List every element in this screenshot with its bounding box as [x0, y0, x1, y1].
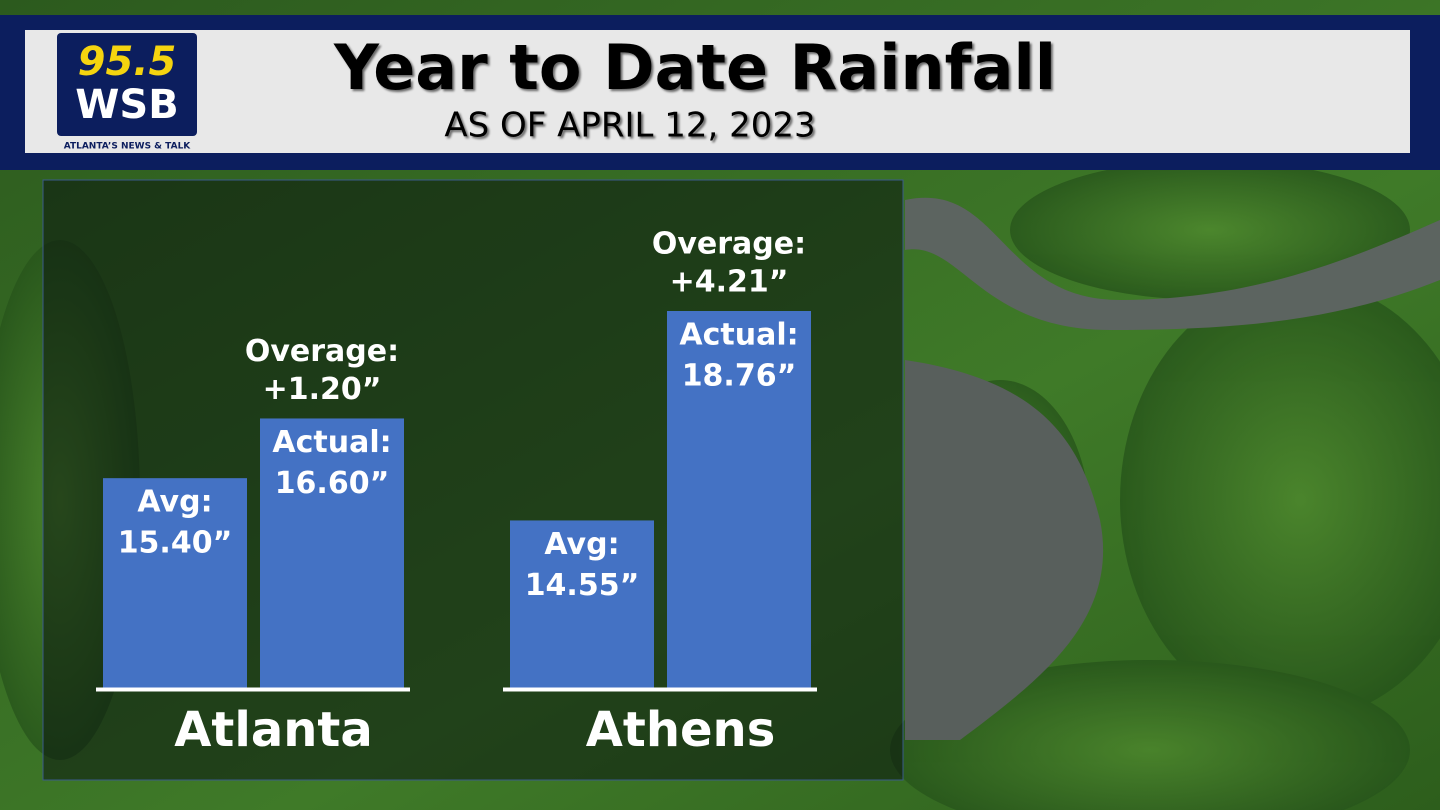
bar: [260, 418, 404, 688]
overage-label: Overage:: [245, 334, 399, 369]
river: [905, 360, 1104, 740]
bar-series-label: Actual:: [679, 318, 798, 353]
bar: [103, 478, 247, 688]
river: [905, 197, 1440, 330]
overage-value: +4.21”: [670, 265, 789, 300]
logo-box: [57, 33, 197, 136]
overage-label: Overage:: [652, 227, 806, 262]
bar-value-label: 18.76”: [682, 359, 797, 394]
bar-series-label: Avg:: [137, 485, 212, 520]
logo-frequency: 95.5: [78, 39, 177, 85]
bar-value-label: 14.55”: [525, 568, 640, 603]
bar-series-label: Avg:: [544, 527, 619, 562]
logo-tagline: ATLANTA’S NEWS & TALK: [64, 142, 192, 152]
bar-series-label: Actual:: [272, 425, 391, 460]
bar: [667, 311, 811, 688]
chart-subtitle: AS OF APRIL 12, 2023: [444, 106, 815, 146]
bar-value-label: 16.60”: [275, 466, 390, 501]
logo-station: WSB: [75, 82, 178, 128]
overage-value: +1.20”: [263, 372, 382, 407]
category-label: Athens: [586, 702, 776, 758]
category-label: Atlanta: [174, 702, 372, 758]
header-box: [25, 30, 1410, 153]
chart-title: Year to Date Rainfall: [333, 31, 1056, 104]
bar-value-label: 15.40”: [118, 526, 233, 561]
bar: [510, 520, 654, 688]
